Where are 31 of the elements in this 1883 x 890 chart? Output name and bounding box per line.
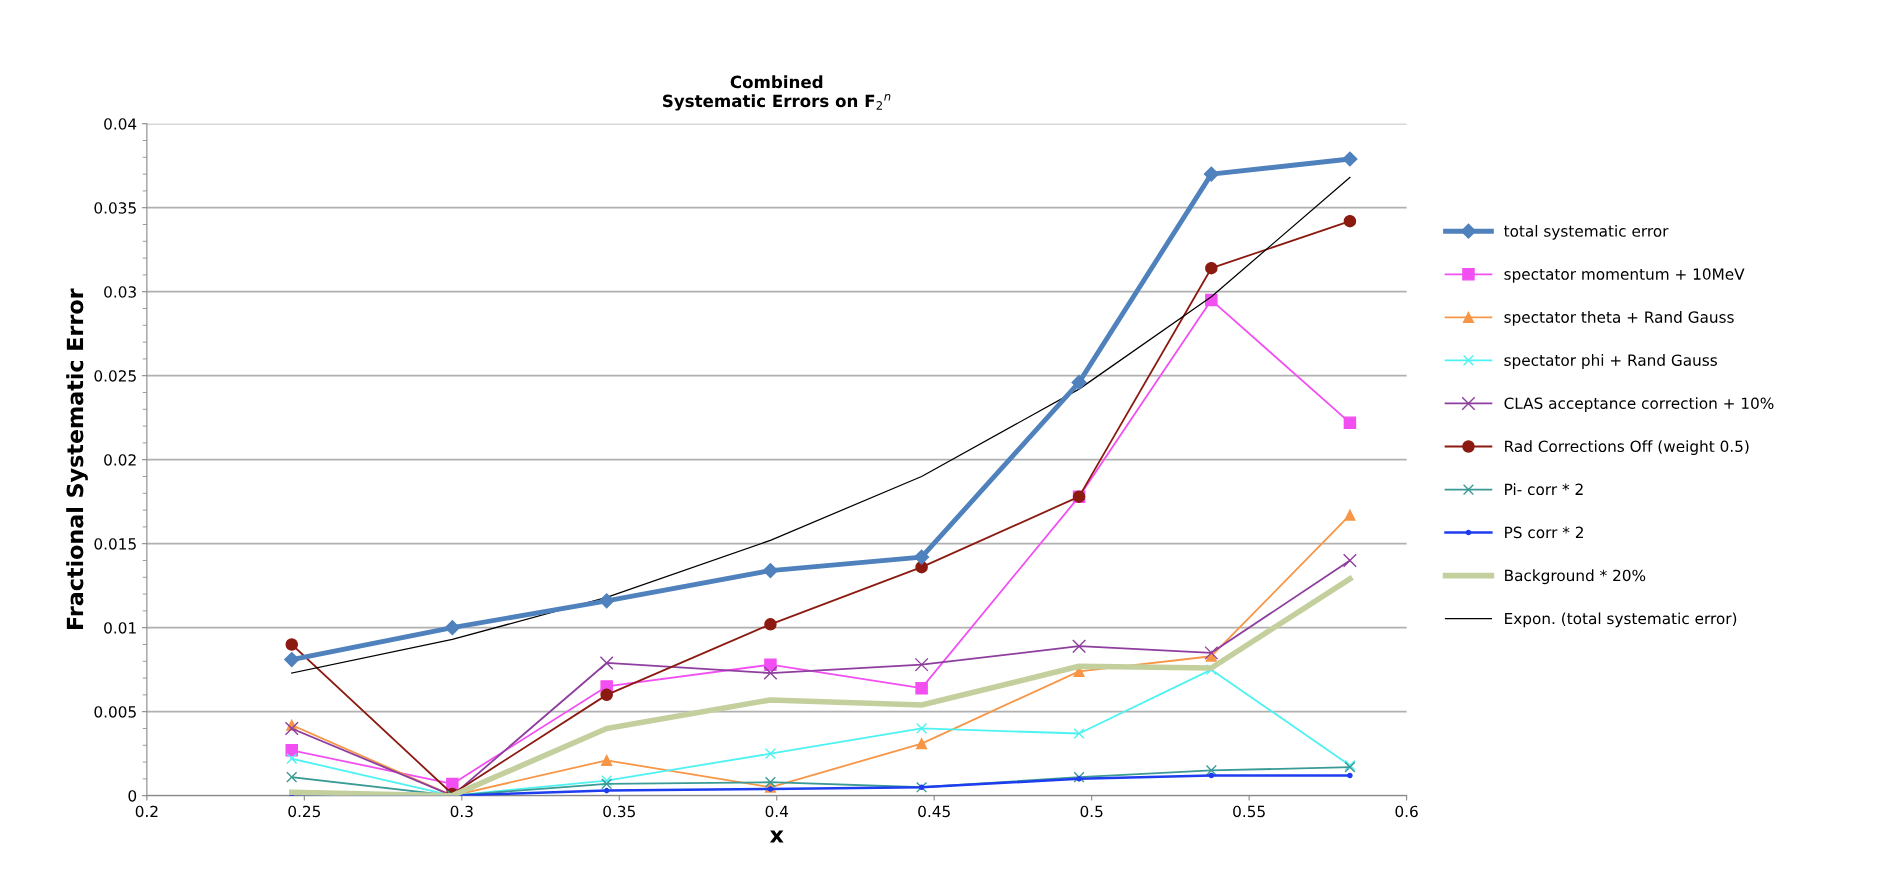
y-tick-label: 0.02	[104, 454, 136, 466]
y-axis-title: Fractional Systematic Error	[66, 288, 88, 629]
x-tick-label: 0.6	[1395, 805, 1418, 818]
y-tick-label: 0	[128, 790, 137, 802]
legend-label: Background * 20%	[1505, 569, 1646, 585]
y-tick-label: 0.04	[104, 118, 137, 130]
y-tick-label: 0.035	[94, 202, 136, 214]
legend-label: spectator momentum + 10MeV	[1504, 268, 1745, 283]
legend-label: CLAS acceptance correction + 10%	[1504, 397, 1774, 412]
legend-label: spectator phi + Rand Gauss	[1504, 354, 1717, 369]
y-tick-label: 0.01	[104, 622, 136, 634]
y-tick-label: 0.015	[94, 538, 136, 550]
chart-title: Combined Systematic Errors on F$_{2}$$^{n}$	[663, 75, 891, 111]
x-tick-label: 0.45	[918, 805, 950, 818]
legend-label: PS corr * 2	[1505, 526, 1583, 539]
legend-label: Rad Corrections Off (weight 0.5)	[1505, 440, 1749, 456]
x-tick-label: 0.25	[288, 805, 321, 818]
x-tick-label: 0.4	[765, 805, 789, 818]
x-tick-label: 0.35	[603, 805, 635, 818]
legend-label: Expon. (total systematic error)	[1505, 612, 1737, 628]
x-tick-label: 0.3	[450, 805, 473, 818]
x-tick-label: 0.2	[135, 805, 158, 818]
x-tick-label: 0.55	[1233, 805, 1265, 818]
legend-label: total systematic error	[1504, 224, 1669, 240]
y-tick-label: 0.025	[94, 370, 136, 382]
y-tick-label: 0.005	[94, 706, 136, 718]
y-tick-label: 0.03	[104, 286, 136, 298]
x-axis-title: x	[769, 830, 784, 843]
legend-label: Pi- corr * 2	[1505, 483, 1583, 496]
x-tick-label: 0.5	[1080, 805, 1103, 818]
legend-label: spectator theta + Rand Gauss	[1504, 311, 1734, 326]
